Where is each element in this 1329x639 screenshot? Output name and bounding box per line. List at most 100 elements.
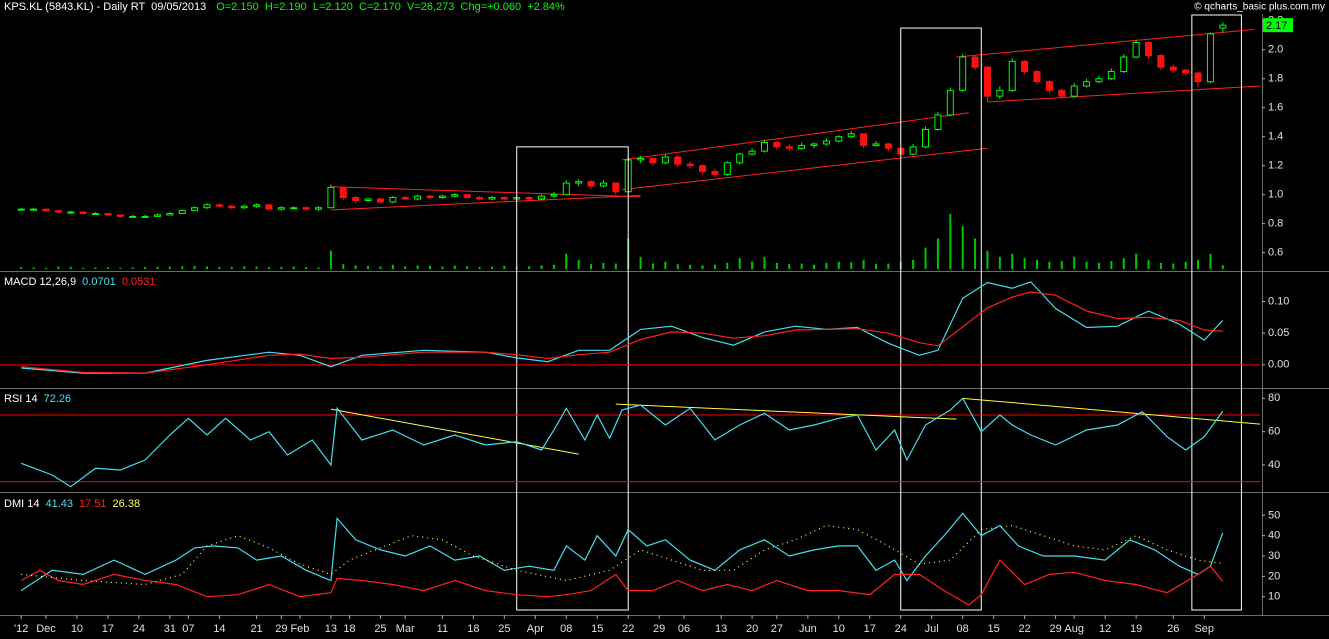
panel-header: MACD 12,26,9 0.0701 0.0531 [4,276,155,288]
volume-bar [342,264,345,269]
candle-body [798,144,806,149]
indicator-line [21,524,1223,586]
candle-body [116,214,124,217]
volume-bar [1110,261,1113,269]
trend-line [615,403,957,420]
volume-bar [862,259,865,269]
panel-title: MACD 12,26,9 [4,276,76,288]
volume-bar [156,266,159,269]
volume-bar [998,256,1001,269]
volume-bar [119,267,122,269]
candle-body [562,182,570,196]
candle-body [178,210,186,214]
volume-bar [317,267,320,269]
volume-bar [837,261,840,269]
candle-body [884,143,892,149]
candle-body [996,89,1004,97]
x-tick-label: 17 [102,623,114,635]
volume-bar [912,259,915,269]
candle-body [736,153,744,164]
volume-bar [379,266,382,269]
volume-bar [1135,253,1138,269]
volume-bar [800,263,803,269]
volume-bar [701,265,704,269]
candle-body [277,207,285,210]
x-tick-label: 20 [746,623,758,635]
volume-bar [528,266,531,269]
x-tick-label: 13 [715,623,727,635]
volume-bar [329,250,332,269]
y-tick-label: 0.10 [1268,295,1289,307]
candle-body [711,170,719,175]
volume-bar [775,262,778,269]
candle-body [1083,81,1091,87]
volume-bar [689,264,692,269]
candle-body [451,194,459,197]
candle-body [42,208,50,212]
x-tick-label: 29 [653,623,665,635]
volume-bar [57,266,60,269]
x-tick-label: 13 [325,623,337,635]
candle-body [959,56,967,91]
x-tick-label: 08 [957,623,969,635]
volume-bar [441,266,444,269]
x-tick-label: 08 [560,623,572,635]
candle-body [302,207,310,210]
panel-title: RSI 14 [4,393,38,405]
volume-bar [206,266,209,269]
candle-body [315,207,323,210]
volume-bar [490,266,493,269]
x-tick-label: 19 [1130,623,1142,635]
volume-bar [193,265,196,269]
volume-bar [924,247,927,269]
candle-body [1045,81,1053,91]
candle-body [550,194,558,197]
volume-bar [305,267,308,269]
volume-bar [664,261,667,269]
candle-body [364,198,372,201]
volume-bar [131,267,134,269]
x-tick-label: Feb [290,623,309,635]
indicator-line [20,512,1224,592]
volume-bar [1159,262,1162,269]
volume-bar [1085,261,1088,269]
candle-body [352,197,360,201]
volume-bar [565,253,568,269]
candle-body [1008,60,1016,91]
x-tick-label: Jun [799,623,817,635]
x-tick-label: 21 [250,623,262,635]
candle-body [649,157,657,164]
legend-value: 0.0701 [82,276,116,288]
candle-body [203,204,211,209]
last-price-label: 2.17 [1266,20,1287,32]
trend-line [621,112,969,161]
x-tick-label: 18 [343,623,355,635]
volume-bar [936,238,939,269]
volume-bar [1060,261,1063,269]
candle-body [835,136,843,142]
volume-bar [218,266,221,269]
candle-body [1206,33,1214,83]
x-tick-label: 22 [1019,623,1031,635]
x-tick-label: Sep [1194,623,1214,635]
highlight-box [1191,14,1242,611]
volume-bar [1122,258,1125,269]
candle-body [265,204,273,210]
volume-bar [602,262,605,269]
volume-bar [738,258,741,269]
highlight-box [900,27,982,611]
volume-bar [552,264,555,269]
x-tick-label: 25 [498,623,510,635]
candle-body [463,194,471,199]
y-tick-label: 0.00 [1268,359,1289,371]
indicator-line [20,397,1224,488]
candle-body [290,207,298,210]
volume-bar [1023,258,1026,269]
x-tick-label: 10 [71,623,83,635]
candle-body [599,182,607,187]
candle-body [1120,56,1128,73]
candle-body [674,156,682,165]
x-tick-label: 11 [437,623,448,635]
candle-body [1033,71,1041,83]
volume-bar [788,264,791,269]
